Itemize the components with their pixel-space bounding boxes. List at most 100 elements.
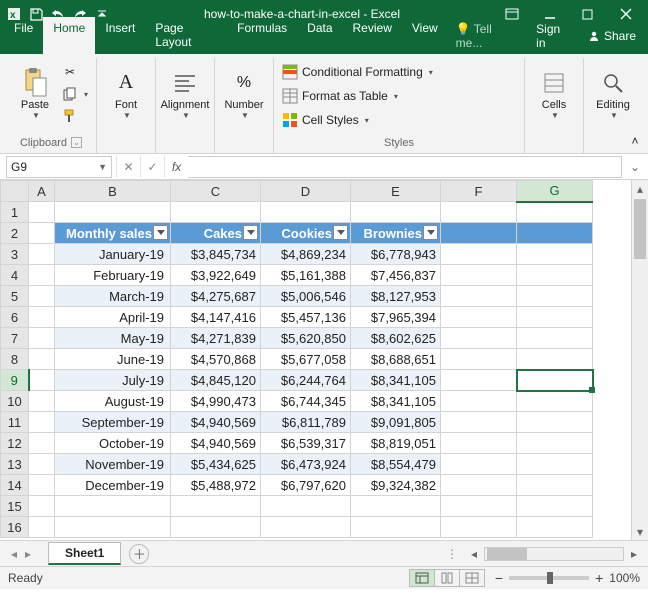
table-cell[interactable]: $5,006,546	[261, 286, 351, 307]
alignment-dropdown[interactable]: Alignment▼	[164, 60, 206, 126]
table-cell[interactable]: $4,940,569	[171, 412, 261, 433]
table-cell[interactable]: $6,539,317	[261, 433, 351, 454]
filter-icon[interactable]	[153, 225, 168, 240]
table-cell[interactable]: September-19	[55, 412, 171, 433]
table-cell[interactable]: $6,811,789	[261, 412, 351, 433]
enter-formula-icon[interactable]: ✓	[140, 156, 164, 178]
col-header-B[interactable]: B	[55, 181, 171, 202]
row-header-11[interactable]: 11	[1, 412, 29, 433]
table-cell[interactable]: July-19	[55, 370, 171, 391]
collapse-ribbon-icon[interactable]: ˄	[626, 132, 644, 150]
tell-me[interactable]: 💡 Tell me...	[448, 18, 528, 54]
table-cell[interactable]: December-19	[55, 475, 171, 496]
table-cell[interactable]: $6,797,620	[261, 475, 351, 496]
table-cell[interactable]: $7,456,837	[351, 265, 441, 286]
filter-icon[interactable]	[333, 225, 348, 240]
font-dropdown[interactable]: AFont▼	[105, 60, 147, 126]
table-header[interactable]: Brownies	[351, 223, 441, 244]
number-dropdown[interactable]: %Number▼	[223, 60, 265, 126]
zoom-level[interactable]: 100%	[609, 571, 640, 585]
share-button[interactable]: Share	[580, 25, 644, 47]
col-header-A[interactable]: A	[29, 181, 55, 202]
add-sheet-button[interactable]: ＋	[129, 544, 149, 564]
row-header-16[interactable]: 16	[1, 517, 29, 538]
horizontal-scrollbar[interactable]: ⋮ ◂ ▸	[149, 546, 648, 562]
table-cell[interactable]: $4,570,868	[171, 349, 261, 370]
tab-review[interactable]: Review	[343, 17, 402, 54]
row-header-2[interactable]: 2	[1, 223, 29, 244]
row-header-6[interactable]: 6	[1, 307, 29, 328]
format-painter-icon[interactable]	[62, 106, 88, 126]
table-cell[interactable]: June-19	[55, 349, 171, 370]
table-cell[interactable]: $6,244,764	[261, 370, 351, 391]
row-header-15[interactable]: 15	[1, 496, 29, 517]
formula-input[interactable]	[188, 156, 622, 178]
expand-formula-icon[interactable]: ⌄	[626, 156, 644, 178]
zoom-slider[interactable]	[509, 576, 589, 580]
tab-file[interactable]: File	[4, 17, 43, 54]
copy-icon[interactable]: ▾	[62, 84, 88, 104]
cells-dropdown[interactable]: Cells▼	[533, 60, 575, 126]
table-cell[interactable]: November-19	[55, 454, 171, 475]
tab-page-layout[interactable]: Page Layout	[145, 17, 227, 54]
table-cell[interactable]: $8,341,105	[351, 370, 441, 391]
table-cell[interactable]: $4,869,234	[261, 244, 351, 265]
tab-formulas[interactable]: Formulas	[227, 17, 297, 54]
table-cell[interactable]: January-19	[55, 244, 171, 265]
zoom-out-button[interactable]: −	[495, 570, 503, 586]
tab-home[interactable]: Home	[43, 17, 95, 54]
table-cell[interactable]: $7,965,394	[351, 307, 441, 328]
page-break-view-button[interactable]	[459, 569, 485, 587]
table-cell[interactable]: $5,677,058	[261, 349, 351, 370]
table-cell[interactable]: $5,434,625	[171, 454, 261, 475]
table-header[interactable]: Cakes	[171, 223, 261, 244]
filter-icon[interactable]	[243, 225, 258, 240]
table-cell[interactable]: $4,990,473	[171, 391, 261, 412]
editing-dropdown[interactable]: Editing▼	[592, 60, 634, 126]
table-cell[interactable]: $6,744,345	[261, 391, 351, 412]
table-cell[interactable]: $5,620,850	[261, 328, 351, 349]
row-header-1[interactable]: 1	[1, 202, 29, 223]
cut-icon[interactable]: ✂	[62, 62, 88, 82]
row-header-12[interactable]: 12	[1, 433, 29, 454]
table-cell[interactable]: $4,275,687	[171, 286, 261, 307]
cell-styles[interactable]: Cell Styles▾	[282, 110, 433, 130]
normal-view-button[interactable]	[409, 569, 435, 587]
table-header[interactable]: Monthly sales	[55, 223, 171, 244]
table-cell[interactable]: $8,127,953	[351, 286, 441, 307]
row-header-3[interactable]: 3	[1, 244, 29, 265]
table-cell[interactable]: $9,324,382	[351, 475, 441, 496]
table-cell[interactable]: $6,473,924	[261, 454, 351, 475]
table-cell[interactable]: $5,161,388	[261, 265, 351, 286]
table-cell[interactable]: $8,819,051	[351, 433, 441, 454]
table-cell[interactable]: $3,922,649	[171, 265, 261, 286]
table-cell[interactable]: $5,488,972	[171, 475, 261, 496]
row-header-7[interactable]: 7	[1, 328, 29, 349]
row-header-9[interactable]: 9	[1, 370, 29, 391]
zoom-in-button[interactable]: +	[595, 570, 603, 586]
tab-insert[interactable]: Insert	[95, 17, 145, 54]
selected-cell[interactable]	[517, 370, 593, 391]
tab-nav[interactable]: ◂▸	[0, 547, 42, 561]
col-header-G[interactable]: G	[517, 181, 593, 202]
row-header-5[interactable]: 5	[1, 286, 29, 307]
table-cell[interactable]: $8,554,479	[351, 454, 441, 475]
col-header-C[interactable]: C	[171, 181, 261, 202]
sign-in[interactable]: Sign in	[528, 18, 580, 54]
table-cell[interactable]: $9,091,805	[351, 412, 441, 433]
row-header-13[interactable]: 13	[1, 454, 29, 475]
table-cell[interactable]: October-19	[55, 433, 171, 454]
table-cell[interactable]: $8,341,105	[351, 391, 441, 412]
table-cell[interactable]: February-19	[55, 265, 171, 286]
conditional-formatting[interactable]: Conditional Formatting▾	[282, 62, 433, 82]
row-header-14[interactable]: 14	[1, 475, 29, 496]
cancel-formula-icon[interactable]: ✕	[116, 156, 140, 178]
table-cell[interactable]: $3,845,734	[171, 244, 261, 265]
sheet-tab[interactable]: Sheet1	[48, 542, 121, 565]
col-header-D[interactable]: D	[261, 181, 351, 202]
page-layout-view-button[interactable]	[434, 569, 460, 587]
paste-button[interactable]: Paste▼	[14, 60, 56, 126]
col-header-F[interactable]: F	[441, 181, 517, 202]
table-cell[interactable]: $4,147,416	[171, 307, 261, 328]
vertical-scrollbar[interactable]: ▴ ▾	[631, 180, 648, 540]
